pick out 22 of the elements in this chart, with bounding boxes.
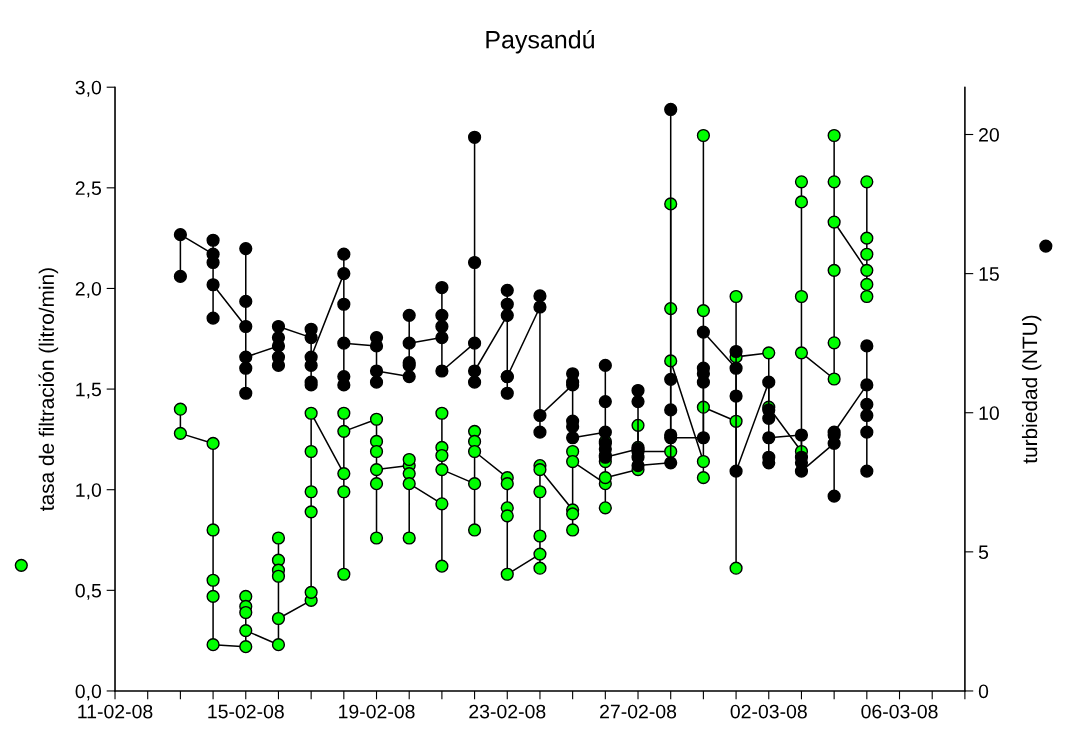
x-tick-label: 11-02-08: [78, 704, 153, 719]
x-tick-label: 23-02-08: [469, 704, 546, 719]
x-tick-label: 27-02-08: [600, 704, 677, 719]
y-tick-label: 2,5: [75, 181, 102, 198]
x-tick-label: 15-02-08: [208, 704, 284, 719]
y-axis-title: tasa de filtración (litro/min): [38, 268, 59, 511]
y2-tick-label: 20: [979, 127, 999, 142]
y-tick-label: 1,5: [76, 382, 102, 399]
y-tick-label: 2,0: [75, 281, 102, 298]
y-tick-label: 1,0: [76, 483, 102, 500]
y-tick-label: 0,5: [75, 583, 102, 600]
y2-tick-label: 15: [979, 267, 999, 281]
chart-title: Paysandú: [486, 29, 594, 54]
x-tick-label: 06-03-08: [861, 704, 938, 719]
x-tick-label: 19-02-08: [339, 704, 415, 719]
y2-tick-label: 5: [978, 545, 989, 560]
x-tick-label: 02-03-08: [730, 704, 807, 719]
y2-tick-label: 10: [979, 406, 999, 420]
y-tick-label: 3,0: [75, 80, 102, 97]
y-tick-label: 0,0: [75, 684, 102, 701]
y2-axis-title: turbiedad (NTU): [1021, 315, 1042, 464]
y2-tick-label: 0: [978, 684, 989, 699]
